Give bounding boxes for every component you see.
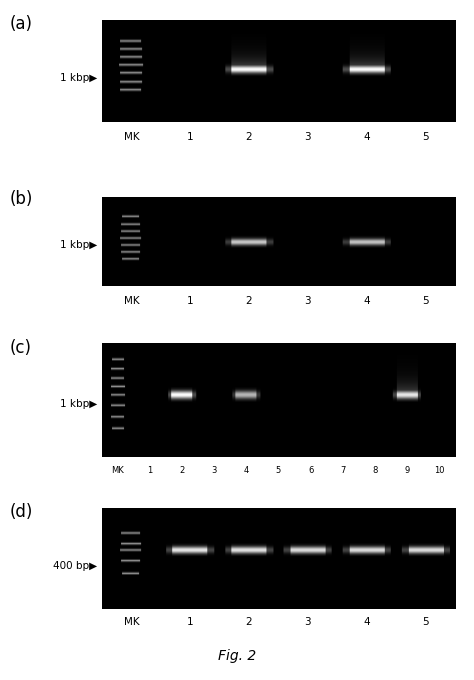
Text: (b): (b) — [9, 190, 33, 208]
Text: MK: MK — [124, 296, 139, 306]
Text: 4: 4 — [244, 466, 249, 475]
Text: 5: 5 — [276, 466, 281, 475]
Text: 1 kbp▶: 1 kbp▶ — [60, 399, 97, 409]
Text: 1: 1 — [187, 296, 193, 306]
Text: 8: 8 — [372, 466, 377, 475]
Text: 3: 3 — [305, 132, 311, 142]
Text: (a): (a) — [9, 15, 33, 33]
Text: 1: 1 — [187, 132, 193, 142]
Text: MK: MK — [111, 466, 124, 475]
Text: 4: 4 — [364, 132, 370, 142]
Text: MK: MK — [124, 132, 139, 142]
Text: 1 kbp▶: 1 kbp▶ — [60, 240, 97, 250]
Text: 3: 3 — [305, 617, 311, 628]
Text: (c): (c) — [9, 339, 31, 356]
Text: MK: MK — [124, 617, 139, 628]
Text: 6: 6 — [308, 466, 313, 475]
Text: 1: 1 — [187, 617, 193, 628]
Text: 400 bp▶: 400 bp▶ — [53, 561, 97, 571]
Text: 5: 5 — [422, 296, 429, 306]
Text: 2: 2 — [246, 296, 252, 306]
Text: 10: 10 — [434, 466, 444, 475]
Text: 5: 5 — [422, 132, 429, 142]
Text: 1: 1 — [147, 466, 153, 475]
Text: 2: 2 — [180, 466, 185, 475]
Text: 2: 2 — [246, 132, 252, 142]
Text: 3: 3 — [305, 296, 311, 306]
Text: 2: 2 — [246, 617, 252, 628]
Text: Fig. 2: Fig. 2 — [218, 649, 256, 663]
Text: 7: 7 — [340, 466, 346, 475]
Text: 3: 3 — [211, 466, 217, 475]
Text: 5: 5 — [422, 617, 429, 628]
Text: 4: 4 — [364, 617, 370, 628]
Text: (d): (d) — [9, 503, 33, 521]
Text: 4: 4 — [364, 296, 370, 306]
Text: 9: 9 — [404, 466, 410, 475]
Text: 1 kbp▶: 1 kbp▶ — [60, 73, 97, 82]
